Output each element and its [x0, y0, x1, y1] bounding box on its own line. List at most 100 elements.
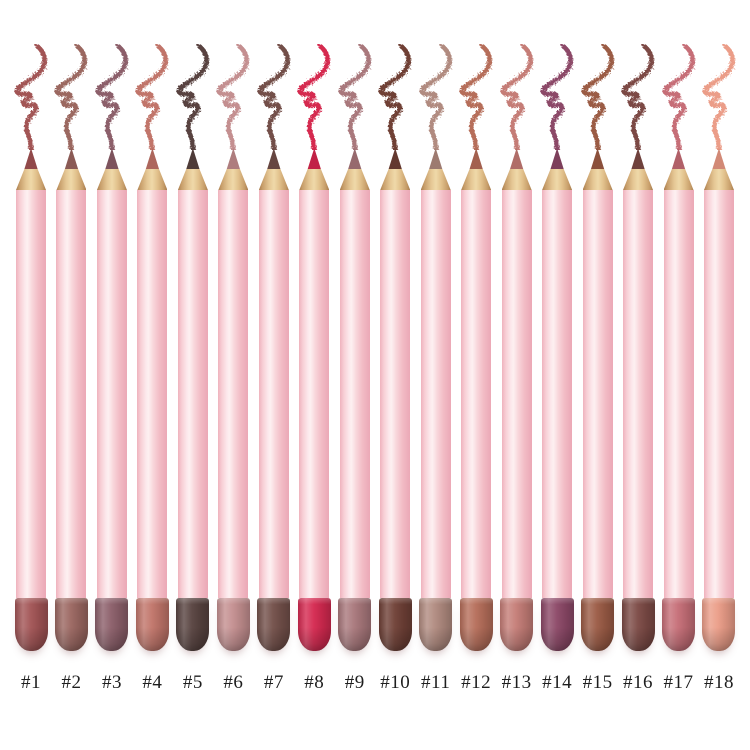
color-swatch-stroke: [95, 44, 128, 150]
lead-point: [226, 148, 240, 169]
color-swatch-stroke: [217, 44, 250, 150]
pencil-2: #2: [51, 44, 91, 694]
sharpened-tip: [703, 148, 734, 190]
wood-cone: [137, 169, 168, 190]
pencil-label: #17: [663, 672, 694, 693]
pencil-barrel: [623, 190, 654, 598]
pencil-barrel: [96, 190, 127, 598]
pencil-barrel: [218, 190, 249, 598]
pencil-end-cap: [14, 598, 48, 651]
lead-point: [510, 148, 524, 169]
sharpened-tip: [56, 148, 87, 190]
wood-cone: [380, 169, 411, 190]
sharpened-tip: [380, 148, 411, 190]
lead-point: [712, 148, 726, 169]
color-swatch-stroke: [500, 44, 533, 150]
pencil-11: #11: [416, 44, 456, 694]
pencil-end-cap: [54, 598, 88, 651]
wood-cone: [56, 169, 87, 190]
sharpened-tip: [96, 148, 127, 190]
color-swatch-stroke: [55, 44, 88, 150]
pencil-label: #12: [461, 672, 492, 693]
sharpened-tip: [299, 148, 330, 190]
pencil-end-cap: [419, 598, 453, 651]
pencil-end-cap: [135, 598, 169, 651]
pencil-end-cap: [540, 598, 574, 651]
pencil-barrel: [582, 190, 613, 598]
sharpened-tip: [420, 148, 451, 190]
pencil-barrel: [258, 190, 289, 598]
pencil-label: #4: [142, 672, 163, 693]
wood-cone: [96, 169, 127, 190]
pencil-10: #10: [375, 44, 415, 694]
pencil-3: #3: [92, 44, 132, 694]
pencil-barrel: [501, 190, 532, 598]
wood-cone: [258, 169, 289, 190]
lead-point: [307, 148, 321, 169]
pencil-end-cap: [581, 598, 615, 651]
pencil-label: #14: [542, 672, 573, 693]
pencil-label: #2: [61, 672, 82, 693]
pencil-end-cap: [216, 598, 250, 651]
wood-cone: [177, 169, 208, 190]
pencil-end-cap: [702, 598, 736, 651]
pencil-12: #12: [456, 44, 496, 694]
color-swatch-stroke: [14, 44, 47, 150]
sharpened-tip: [623, 148, 654, 190]
sharpened-tip: [16, 148, 46, 190]
pencil-barrel: [339, 190, 370, 598]
color-swatch-stroke: [136, 44, 169, 150]
pencil-label: #10: [380, 672, 411, 693]
pencil-label: #7: [263, 672, 284, 693]
pencil-label: #15: [582, 672, 613, 693]
pencil-18: #18: [699, 44, 739, 694]
color-swatch-stroke: [298, 44, 331, 150]
lead-point: [590, 148, 605, 169]
pencil-barrel: [461, 190, 492, 598]
pencil-end-cap: [95, 598, 129, 651]
wood-cone: [218, 169, 249, 190]
lead-point: [267, 148, 281, 169]
pencil-label: #13: [501, 672, 532, 693]
pencil-end-cap: [257, 598, 291, 651]
lead-point: [24, 148, 38, 169]
pencil-13: #13: [497, 44, 537, 694]
color-swatch-stroke: [581, 44, 614, 150]
pencil-end-cap: [378, 598, 412, 651]
pencil-label: #6: [223, 672, 244, 693]
pencil-end-cap: [176, 598, 210, 651]
sharpened-tip: [137, 148, 168, 190]
pencil-label: #9: [344, 672, 365, 693]
sharpened-tip: [542, 148, 573, 190]
wood-cone: [501, 169, 532, 190]
pencil-barrel: [56, 190, 87, 598]
pencil-end-cap: [338, 598, 372, 651]
pencil-6: #6: [213, 44, 253, 694]
lead-point: [388, 148, 402, 169]
lead-point: [550, 148, 564, 169]
pencil-label: #8: [304, 672, 325, 693]
pencil-end-cap: [459, 598, 493, 651]
pencil-barrel: [663, 190, 694, 598]
wood-cone: [582, 169, 613, 190]
color-swatch-stroke: [257, 44, 290, 150]
lead-point: [469, 148, 483, 169]
pencil-barrel: [542, 190, 573, 598]
pencil-end-cap: [621, 598, 655, 651]
sharpened-tip: [339, 148, 370, 190]
color-swatch-stroke: [540, 44, 573, 150]
pencil-label: #1: [21, 672, 41, 693]
pencil-barrel: [177, 190, 208, 598]
color-swatch-stroke: [379, 44, 411, 150]
sharpened-tip: [218, 148, 249, 190]
lead-point: [145, 148, 160, 169]
wood-cone: [461, 169, 492, 190]
wood-cone: [339, 169, 370, 190]
pencil-barrel: [703, 190, 734, 598]
wood-cone: [16, 169, 46, 190]
lead-point: [631, 148, 645, 169]
pencil-end-cap: [662, 598, 695, 651]
color-swatch-stroke: [702, 44, 735, 150]
color-swatch-stroke: [662, 44, 695, 150]
pencil-7: #7: [254, 44, 294, 694]
